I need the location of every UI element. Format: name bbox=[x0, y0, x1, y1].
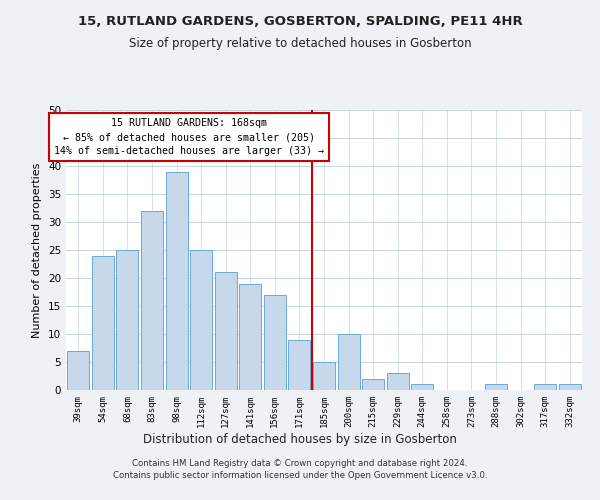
Text: Distribution of detached houses by size in Gosberton: Distribution of detached houses by size … bbox=[143, 432, 457, 446]
Text: 15, RUTLAND GARDENS, GOSBERTON, SPALDING, PE11 4HR: 15, RUTLAND GARDENS, GOSBERTON, SPALDING… bbox=[77, 15, 523, 28]
Bar bbox=[67, 351, 89, 390]
Bar bbox=[411, 384, 433, 390]
Bar bbox=[92, 256, 114, 390]
Bar bbox=[338, 334, 359, 390]
Bar bbox=[264, 295, 286, 390]
Bar bbox=[190, 250, 212, 390]
Text: 15 RUTLAND GARDENS: 168sqm
← 85% of detached houses are smaller (205)
14% of sem: 15 RUTLAND GARDENS: 168sqm ← 85% of deta… bbox=[54, 118, 324, 156]
Bar bbox=[362, 379, 384, 390]
Bar bbox=[485, 384, 507, 390]
Y-axis label: Number of detached properties: Number of detached properties bbox=[32, 162, 43, 338]
Bar bbox=[313, 362, 335, 390]
Bar bbox=[534, 384, 556, 390]
Bar bbox=[239, 284, 262, 390]
Bar bbox=[215, 272, 237, 390]
Bar bbox=[386, 373, 409, 390]
Bar bbox=[166, 172, 188, 390]
Bar bbox=[141, 211, 163, 390]
Bar bbox=[289, 340, 310, 390]
Bar bbox=[116, 250, 139, 390]
Bar bbox=[559, 384, 581, 390]
Text: Contains HM Land Registry data © Crown copyright and database right 2024.
Contai: Contains HM Land Registry data © Crown c… bbox=[113, 458, 487, 480]
Text: Size of property relative to detached houses in Gosberton: Size of property relative to detached ho… bbox=[128, 38, 472, 51]
